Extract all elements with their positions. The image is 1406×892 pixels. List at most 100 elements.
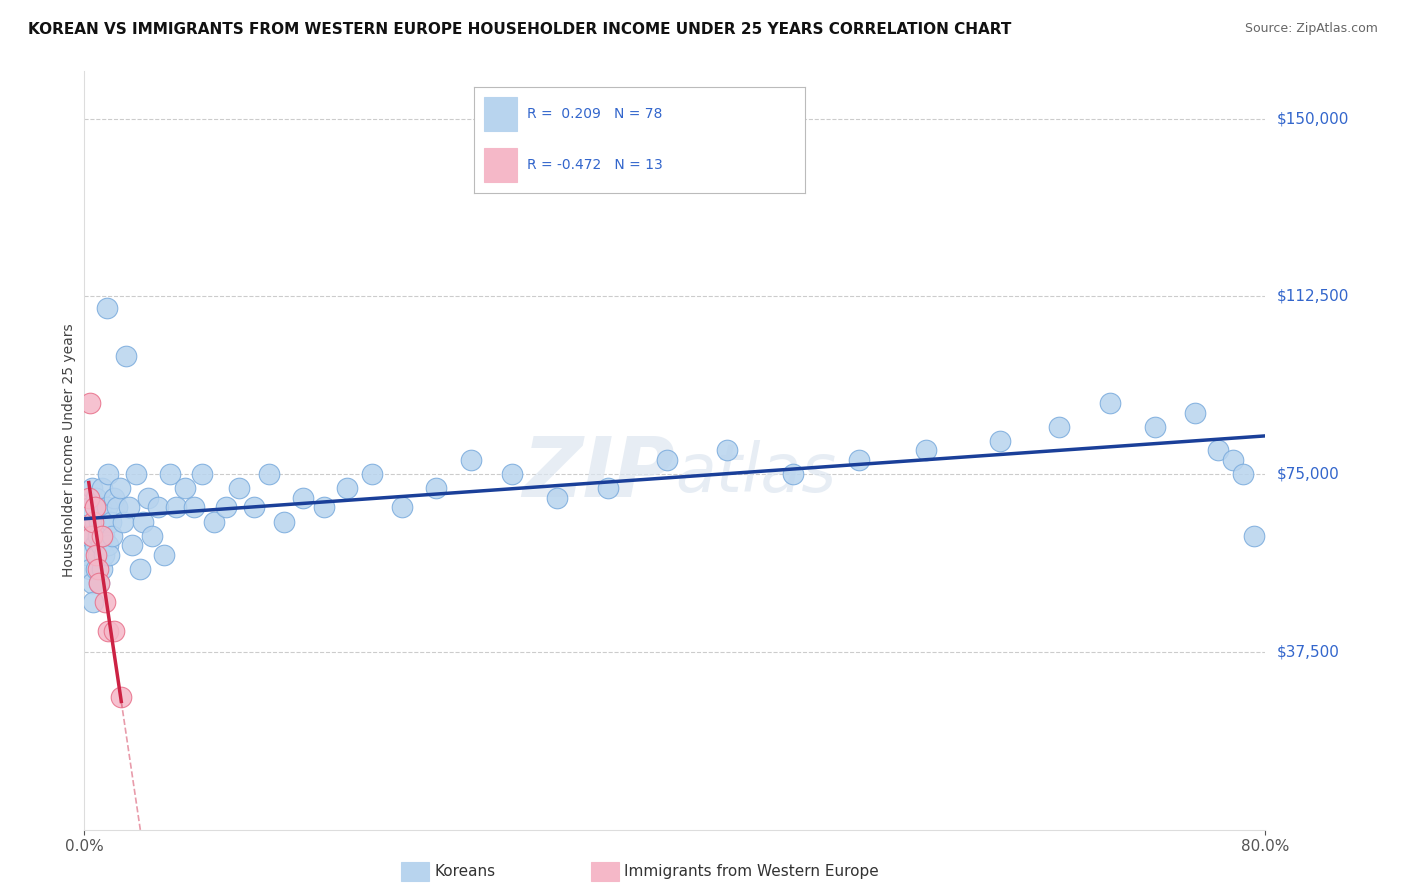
Text: $150,000: $150,000	[1277, 112, 1348, 127]
Point	[191, 467, 214, 482]
Point	[91, 562, 114, 576]
Point	[86, 548, 108, 562]
Point	[79, 500, 101, 515]
Point	[361, 467, 384, 482]
Point	[83, 538, 105, 552]
Point	[460, 453, 482, 467]
Text: Source: ZipAtlas.com: Source: ZipAtlas.com	[1244, 22, 1378, 36]
Point	[425, 482, 447, 496]
Point	[1143, 419, 1166, 434]
Y-axis label: Householder Income Under 25 years: Householder Income Under 25 years	[62, 324, 76, 577]
Point	[80, 482, 103, 496]
Point	[91, 482, 114, 496]
Point	[101, 529, 124, 543]
Point	[1243, 529, 1265, 543]
Point	[228, 482, 250, 496]
Point	[87, 576, 111, 591]
Point	[79, 562, 101, 576]
Point	[159, 467, 181, 482]
Point	[391, 500, 413, 515]
Point	[136, 491, 159, 505]
Point	[243, 500, 266, 515]
Point	[546, 491, 568, 505]
Point	[90, 538, 112, 552]
Point	[501, 467, 523, 482]
Point	[657, 453, 679, 467]
Point	[125, 467, 148, 482]
Point	[716, 443, 738, 458]
Point	[86, 529, 108, 543]
Point	[100, 515, 122, 529]
Point	[336, 482, 359, 496]
Point	[103, 491, 125, 505]
Text: $37,500: $37,500	[1277, 644, 1340, 659]
Point	[83, 500, 105, 515]
Point	[1184, 405, 1206, 420]
Point	[1099, 396, 1122, 410]
Text: $112,500: $112,500	[1277, 289, 1348, 304]
Point	[111, 515, 134, 529]
Point	[110, 690, 132, 704]
Point	[80, 529, 103, 543]
Point	[98, 548, 121, 562]
Point	[79, 396, 101, 410]
Point	[108, 482, 131, 496]
Point	[84, 548, 107, 562]
Point	[93, 529, 115, 543]
Point	[1232, 467, 1254, 482]
Point	[87, 576, 111, 591]
Point	[915, 443, 938, 458]
Point	[94, 515, 117, 529]
Point	[165, 500, 187, 515]
Point	[257, 467, 280, 482]
Point	[202, 515, 225, 529]
Point	[77, 529, 100, 543]
Point	[87, 515, 111, 529]
Point	[97, 538, 120, 552]
Point	[77, 491, 100, 505]
Point	[93, 548, 115, 562]
Point	[90, 500, 112, 515]
Point	[118, 500, 141, 515]
Point	[291, 491, 314, 505]
Point	[97, 624, 120, 638]
Point	[82, 515, 104, 529]
Point	[84, 491, 107, 505]
Text: KOREAN VS IMMIGRANTS FROM WESTERN EUROPE HOUSEHOLDER INCOME UNDER 25 YEARS CORRE: KOREAN VS IMMIGRANTS FROM WESTERN EUROPE…	[28, 22, 1011, 37]
Point	[114, 349, 136, 363]
Point	[82, 595, 104, 609]
Point	[105, 500, 128, 515]
Point	[141, 529, 163, 543]
Point	[183, 500, 205, 515]
Text: Koreans: Koreans	[434, 864, 495, 879]
Point	[215, 500, 238, 515]
Point	[91, 529, 114, 543]
Point	[1047, 419, 1070, 434]
Point	[312, 500, 335, 515]
Point	[148, 500, 170, 515]
Point	[598, 482, 620, 496]
Point	[94, 595, 117, 609]
Point	[84, 562, 107, 576]
Point	[173, 482, 195, 496]
Point	[96, 500, 118, 515]
Point	[121, 538, 143, 552]
Point	[86, 562, 108, 576]
Point	[132, 515, 155, 529]
Point	[76, 548, 98, 562]
Point	[273, 515, 295, 529]
Text: atlas: atlas	[675, 441, 837, 506]
Point	[96, 301, 118, 316]
Text: ZIP: ZIP	[522, 433, 675, 514]
Point	[153, 548, 176, 562]
Point	[103, 624, 125, 638]
Text: Immigrants from Western Europe: Immigrants from Western Europe	[624, 864, 879, 879]
Point	[988, 434, 1011, 448]
Point	[1222, 453, 1244, 467]
Point	[1206, 443, 1229, 458]
Point	[129, 562, 152, 576]
Point	[83, 515, 105, 529]
Point	[782, 467, 804, 482]
Point	[848, 453, 870, 467]
Point	[97, 467, 120, 482]
